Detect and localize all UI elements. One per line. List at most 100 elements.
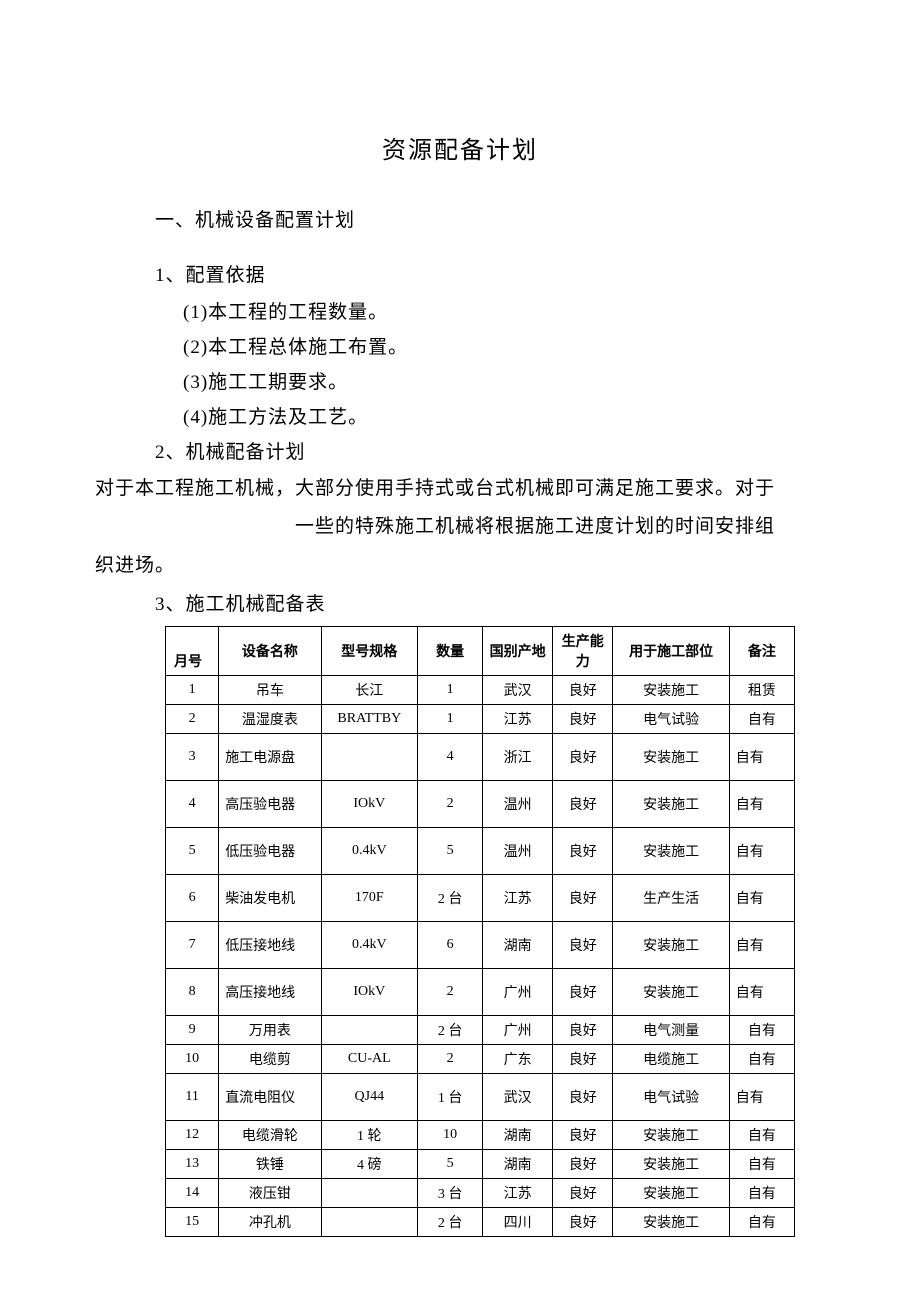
cell-model: 4 磅 [321, 1150, 418, 1179]
cell-origin: 四川 [483, 1208, 553, 1237]
cell-seq: 12 [166, 1121, 219, 1150]
table-row: 2温湿度表BRATTBY1江苏良好电气试验自有 [166, 705, 795, 734]
cell-capacity: 良好 [553, 1150, 613, 1179]
cell-remark: 自有 [729, 828, 794, 875]
cell-capacity: 良好 [553, 1045, 613, 1074]
cell-origin: 江苏 [483, 875, 553, 922]
cell-remark: 自有 [729, 1179, 794, 1208]
cell-remark: 自有 [729, 969, 794, 1016]
cell-model: CU-AL [321, 1045, 418, 1074]
paragraph: 对于本工程施工机械，大部分使用手持式或台式机械即可满足施工要求。对于 [95, 474, 825, 504]
cell-qty: 1 [418, 705, 483, 734]
cell-use: 安装施工 [613, 1121, 729, 1150]
cell-name: 吊车 [219, 676, 321, 705]
cell-capacity: 良好 [553, 922, 613, 969]
section-heading-1: 一、机械设备配置计划 [155, 205, 825, 232]
cell-remark: 自有 [729, 1208, 794, 1237]
table-header-row: 月号 设备名称 型号规格 数量 国别产地 生产能力 用于施工部位 备注 [166, 627, 795, 676]
cell-qty: 2 [418, 781, 483, 828]
cell-seq: 4 [166, 781, 219, 828]
cell-use: 电气试验 [613, 705, 729, 734]
cell-remark: 租赁 [729, 676, 794, 705]
subheading-1-1: 1、配置依据 [155, 260, 825, 287]
cell-qty: 2 [418, 1045, 483, 1074]
cell-name: 低压验电器 [219, 828, 321, 875]
cell-name: 电缆剪 [219, 1045, 321, 1074]
cell-origin: 广州 [483, 969, 553, 1016]
paragraph: 一些的特殊施工机械将根据施工进度计划的时间安排组 [95, 512, 825, 542]
table-row: 3施工电源盘4浙江良好安装施工自有 [166, 734, 795, 781]
cell-capacity: 良好 [553, 1016, 613, 1045]
cell-qty: 3 台 [418, 1179, 483, 1208]
list-item: (4)施工方法及工艺。 [183, 402, 825, 429]
cell-use: 电缆施工 [613, 1045, 729, 1074]
cell-qty: 2 台 [418, 1016, 483, 1045]
equipment-table: 月号 设备名称 型号规格 数量 国别产地 生产能力 用于施工部位 备注 1吊车长… [165, 626, 795, 1237]
cell-capacity: 良好 [553, 705, 613, 734]
cell-seq: 8 [166, 969, 219, 1016]
cell-model [321, 1179, 418, 1208]
cell-origin: 广州 [483, 1016, 553, 1045]
cell-model [321, 1016, 418, 1045]
table-row: 7低压接地线0.4kV6湖南良好安装施工自有 [166, 922, 795, 969]
cell-use: 安装施工 [613, 922, 729, 969]
cell-seq: 1 [166, 676, 219, 705]
cell-qty: 6 [418, 922, 483, 969]
document-page: 资源配备计划 一、机械设备配置计划 1、配置依据 (1)本工程的工程数量。 (2… [0, 0, 920, 1277]
cell-remark: 自有 [729, 922, 794, 969]
col-header-model: 型号规格 [321, 627, 418, 676]
cell-seq: 15 [166, 1208, 219, 1237]
paragraph: 织进场。 [95, 551, 825, 581]
cell-qty: 4 [418, 734, 483, 781]
cell-capacity: 良好 [553, 734, 613, 781]
cell-capacity: 良好 [553, 969, 613, 1016]
cell-use: 电气测量 [613, 1016, 729, 1045]
cell-seq: 2 [166, 705, 219, 734]
cell-capacity: 良好 [553, 781, 613, 828]
cell-qty: 10 [418, 1121, 483, 1150]
cell-origin: 湖南 [483, 1121, 553, 1150]
cell-origin: 武汉 [483, 676, 553, 705]
col-header-origin: 国别产地 [483, 627, 553, 676]
cell-seq: 5 [166, 828, 219, 875]
cell-name: 电缆滑轮 [219, 1121, 321, 1150]
cell-model: 170F [321, 875, 418, 922]
cell-qty: 2 [418, 969, 483, 1016]
cell-use: 安装施工 [613, 734, 729, 781]
page-title: 资源配备计划 [95, 130, 825, 165]
table-row: 12电缆滑轮1 轮10湖南良好安装施工自有 [166, 1121, 795, 1150]
cell-seq: 9 [166, 1016, 219, 1045]
cell-capacity: 良好 [553, 875, 613, 922]
col-header-capacity: 生产能力 [553, 627, 613, 676]
cell-remark: 自有 [729, 734, 794, 781]
cell-name: 柴油发电机 [219, 875, 321, 922]
col-header-remark: 备注 [729, 627, 794, 676]
cell-name: 铁锤 [219, 1150, 321, 1179]
cell-use: 安装施工 [613, 1179, 729, 1208]
cell-origin: 江苏 [483, 1179, 553, 1208]
cell-capacity: 良好 [553, 828, 613, 875]
cell-origin: 温州 [483, 781, 553, 828]
table-row: 4高压验电器IOkV2温州良好安装施工自有 [166, 781, 795, 828]
cell-capacity: 良好 [553, 1179, 613, 1208]
col-header-seq: 月号 [166, 627, 219, 676]
cell-use: 安装施工 [613, 1208, 729, 1237]
table-row: 11直流电阻仪QJ441 台武汉良好电气试验自有 [166, 1074, 795, 1121]
cell-model: 1 轮 [321, 1121, 418, 1150]
table-row: 15冲孔机2 台四川良好安装施工自有 [166, 1208, 795, 1237]
cell-remark: 自有 [729, 781, 794, 828]
cell-seq: 3 [166, 734, 219, 781]
cell-origin: 广东 [483, 1045, 553, 1074]
cell-model: IOkV [321, 781, 418, 828]
table-row: 1吊车长江1武汉良好安装施工租赁 [166, 676, 795, 705]
cell-capacity: 良好 [553, 1208, 613, 1237]
cell-name: 低压接地线 [219, 922, 321, 969]
cell-name: 高压接地线 [219, 969, 321, 1016]
col-header-qty: 数量 [418, 627, 483, 676]
cell-use: 安装施工 [613, 1150, 729, 1179]
cell-remark: 自有 [729, 1074, 794, 1121]
cell-origin: 浙江 [483, 734, 553, 781]
cell-qty: 1 台 [418, 1074, 483, 1121]
cell-model [321, 1208, 418, 1237]
cell-qty: 2 台 [418, 875, 483, 922]
